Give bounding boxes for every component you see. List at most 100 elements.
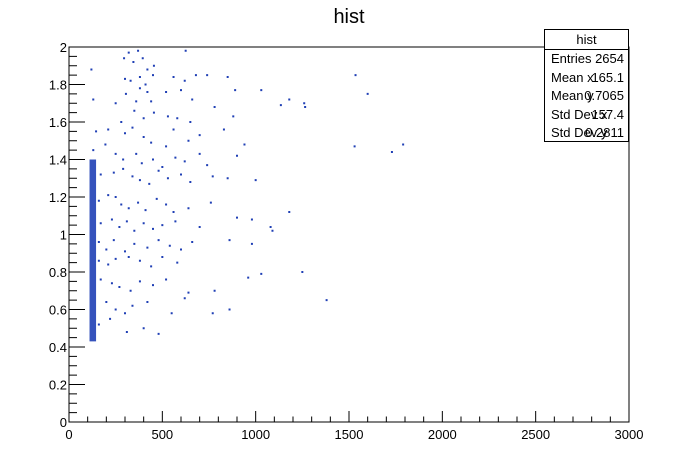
stats-value: 0.7065 [584, 88, 624, 103]
data-point [99, 222, 102, 225]
data-point [226, 177, 229, 180]
y-tick-label: 0.2 [49, 378, 67, 393]
data-point [234, 89, 237, 92]
data-point [172, 128, 175, 131]
data-point [125, 331, 128, 333]
x-tick-label: 3000 [615, 427, 644, 442]
x-tick-label: 2500 [521, 427, 550, 442]
data-point [165, 91, 168, 93]
data-point [124, 92, 127, 95]
data-point [133, 229, 136, 232]
y-tick-label: 0 [60, 415, 67, 430]
data-point [325, 299, 328, 302]
data-point [114, 152, 117, 155]
data-point [118, 226, 121, 228]
data-point [131, 304, 134, 307]
data-point [137, 49, 140, 52]
data-point [189, 181, 192, 183]
data-point [124, 77, 126, 80]
x-tick-label: 1000 [241, 427, 270, 442]
data-point [112, 239, 115, 242]
data-point [97, 241, 100, 243]
data-point [127, 256, 130, 258]
data-point [146, 301, 149, 303]
data-point [174, 156, 177, 159]
data-point [226, 76, 229, 78]
y-tick-label: 1 [60, 228, 67, 243]
data-point [152, 284, 154, 287]
data-point [198, 134, 201, 137]
data-point [152, 74, 154, 77]
data-point [180, 248, 182, 251]
stats-label: Entries [551, 51, 592, 66]
data-point [97, 323, 100, 326]
data-point [236, 216, 238, 219]
data-point [176, 261, 179, 264]
stats-label: Mean y [551, 88, 594, 103]
stats-box: hist Entries 2654 Mean x 165.1 Mean y 0.… [544, 29, 629, 142]
data-point [260, 89, 263, 92]
data-point [161, 256, 164, 258]
data-point [155, 197, 158, 200]
data-point [107, 194, 110, 197]
y-tick-label: 1.6 [49, 115, 67, 130]
data-point [213, 289, 216, 292]
data-point [172, 211, 175, 213]
data-point [198, 152, 201, 155]
data-point [114, 257, 117, 260]
data-point [176, 117, 179, 120]
data-point [206, 164, 209, 167]
data-point [152, 227, 154, 230]
data-point [97, 259, 100, 262]
data-point [137, 201, 140, 204]
data-point [157, 169, 160, 172]
data-point [123, 57, 126, 60]
data-point [279, 104, 282, 107]
data-point [165, 203, 168, 206]
data-point [152, 111, 155, 114]
stats-box-title: hist [545, 30, 628, 50]
data-point [135, 152, 138, 155]
data-point [170, 312, 173, 315]
data-point [90, 68, 93, 71]
data-points [89, 49, 405, 342]
data-point [213, 106, 216, 108]
data-point [142, 117, 145, 120]
y-tick-label: 0.4 [49, 340, 67, 355]
data-point [92, 149, 95, 152]
data-point [142, 327, 145, 330]
stats-value: 0.2811 [585, 125, 624, 140]
data-point [269, 226, 272, 228]
data-point [166, 177, 169, 180]
data-point [152, 64, 155, 67]
data-point [138, 179, 141, 182]
data-point [124, 312, 126, 315]
data-point [254, 179, 257, 182]
data-point [138, 259, 141, 262]
data-point [114, 102, 117, 105]
data-point [303, 102, 306, 105]
data-point [250, 218, 253, 221]
data-point [150, 265, 153, 268]
data-point [271, 229, 274, 232]
data-point [120, 121, 123, 123]
stats-value: 2654 [595, 51, 624, 66]
data-point [172, 76, 175, 78]
data-point [165, 145, 168, 148]
data-point [174, 220, 177, 223]
data-point [104, 143, 107, 146]
data-point [157, 332, 160, 335]
data-point [198, 226, 201, 228]
data-point [105, 301, 108, 303]
data-point [187, 207, 190, 210]
data-point [122, 167, 125, 170]
data-point [187, 291, 190, 294]
x-tick-label: 0 [65, 427, 72, 442]
data-point [124, 250, 126, 253]
chart-title: hist [333, 6, 365, 28]
stats-value: 157.4 [591, 106, 624, 122]
data-point [138, 76, 141, 78]
data-point [187, 139, 190, 142]
data-point [122, 158, 125, 161]
y-tick-label: 1.8 [49, 78, 67, 93]
